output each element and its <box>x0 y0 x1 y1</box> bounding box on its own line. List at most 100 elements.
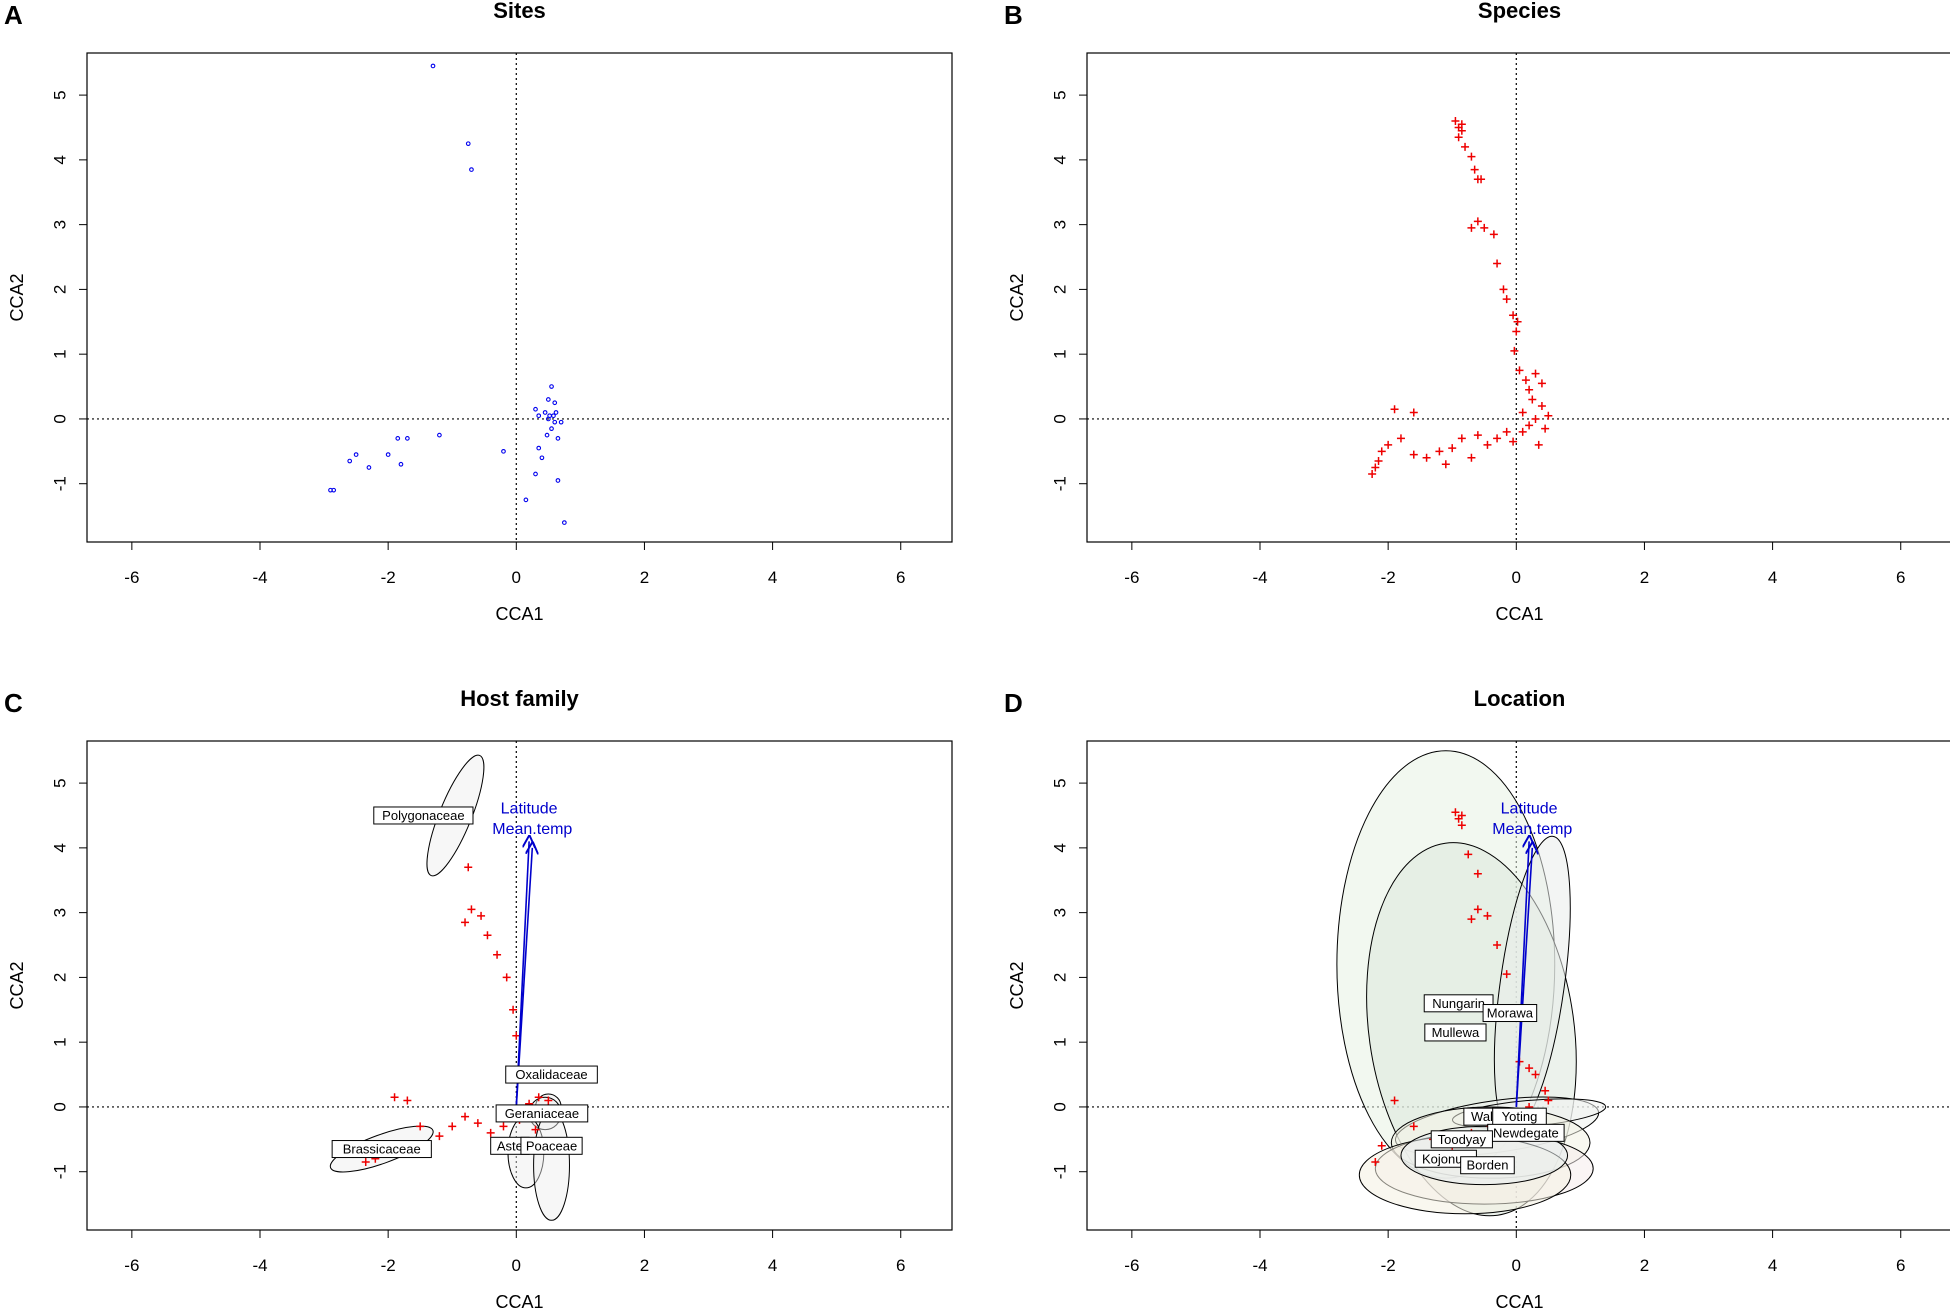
panel-d-point <box>1377 1141 1386 1150</box>
panel-b-point <box>1396 434 1405 443</box>
panel-c-x-axis-label: CCA1 <box>495 1292 543 1312</box>
panel-a-point <box>552 419 558 425</box>
panel-d-point <box>1390 1096 1399 1105</box>
panel-c-points <box>361 863 553 1166</box>
panel-c-point <box>499 1122 508 1131</box>
panel-c-plot-frame <box>86 740 953 1231</box>
panel-b-letter: B <box>1004 0 1023 30</box>
panel-c-y-tick-label: 2 <box>50 973 69 982</box>
panel-a-x-tick-label: 2 <box>640 568 649 587</box>
panel-b-title: Species <box>1478 0 1561 23</box>
panel-a-point <box>562 520 567 525</box>
panel-c-vectors: Latitude Mean.temp <box>492 800 572 1107</box>
panel-c-y-tick-label: 0 <box>50 1102 69 1111</box>
panel-c-vector-label-mean-temp: Mean.temp <box>492 821 572 838</box>
panel-d-y-tick-label: 5 <box>1050 778 1069 787</box>
panel-b-point <box>1470 165 1479 174</box>
panel-a-point <box>469 167 474 172</box>
panel-b-point <box>1457 126 1466 135</box>
panel-c-y-tick-label: 1 <box>50 1037 69 1046</box>
panel-d-point <box>1541 1086 1550 1095</box>
panel-b-point <box>1371 463 1380 472</box>
panel-b-point <box>1377 447 1386 456</box>
panel-c-point <box>467 905 476 914</box>
panel-b-point <box>1477 175 1486 184</box>
panel-d-group-label-box <box>1460 1156 1515 1175</box>
panel-d-x-tick-label: 0 <box>1512 1256 1521 1275</box>
panel-c-point <box>544 1096 553 1105</box>
panel-b-point <box>1461 142 1470 151</box>
panel-a-point <box>555 436 561 441</box>
panel-b-x-tick-label: 0 <box>1512 568 1521 587</box>
panel-c-y-tick-label: 3 <box>50 908 69 917</box>
panel-b-species: B Species -6 -4 -2 0 2 4 6 -1 0 1 2 3 4 5 CCA1 CCA2 <box>1004 0 1950 624</box>
panel-d-x-tick-label: 6 <box>1896 1256 1905 1275</box>
panel-d-group-label-newdegate: Newdegate <box>1493 1125 1559 1140</box>
panel-a-y-tick-label: 4 <box>50 155 69 164</box>
panel-b-point <box>1531 369 1540 378</box>
panel-a-point <box>395 436 401 441</box>
panel-a-point <box>501 448 506 454</box>
panel-c-group-label-poaceae: Poaceae <box>526 1138 577 1153</box>
panel-c-group-label-box <box>520 1136 583 1155</box>
panel-c-point <box>483 931 492 940</box>
panel-b-y-tick-label: 1 <box>1050 349 1069 358</box>
panel-c-group-labels: Polygonaceae Brassicaceae Oxalidaceae Geran… <box>331 806 598 1159</box>
panel-b-point <box>1451 117 1460 126</box>
panel-b-point <box>1480 223 1489 232</box>
panel-d-group-label-box <box>1482 1004 1538 1023</box>
panel-b-point <box>1513 317 1522 326</box>
panel-c-point <box>509 1005 518 1014</box>
panel-b-point <box>1473 217 1482 226</box>
panel-a-point <box>552 400 558 406</box>
panel-d-y-tick-label: 1 <box>1050 1037 1069 1046</box>
panel-c-group-label-box <box>373 806 474 825</box>
panel-b-y-tick-label: 4 <box>1050 155 1069 164</box>
panel-c-x-tick-label: 6 <box>896 1256 905 1275</box>
panel-a-point <box>405 436 410 441</box>
panel-b-point <box>1374 457 1383 466</box>
panel-b-x-tick-label: 2 <box>1640 568 1649 587</box>
panel-c-x-tick-label: 2 <box>640 1256 649 1275</box>
panel-d-point <box>1525 1064 1534 1073</box>
panel-b-point <box>1502 295 1511 304</box>
panel-d-point <box>1457 811 1466 820</box>
panel-c-vector-label-latitude: Latitude <box>501 800 558 817</box>
panel-a-point <box>533 406 538 412</box>
panel-c-vector-arrow-mean-temp <box>515 848 532 1107</box>
panel-a-point <box>366 465 372 470</box>
panel-b-point <box>1512 327 1521 336</box>
panel-d-point <box>1409 1122 1418 1131</box>
panel-d-point <box>1473 905 1482 914</box>
panel-b-point <box>1409 408 1418 417</box>
panel-c-x-tick-label: -2 <box>381 1256 396 1275</box>
panel-d-vector-arrow-mean-temp <box>1515 848 1532 1107</box>
panel-c-x-tick-label: -4 <box>252 1256 267 1275</box>
panel-c-group-label-oxalidaceae: Oxalidaceae <box>515 1067 587 1082</box>
panel-c-point <box>461 918 470 927</box>
panel-b-x-tick-label: -4 <box>1252 568 1267 587</box>
panel-b-point <box>1390 405 1399 414</box>
panel-d-group-label-borden: Borden <box>1467 1158 1509 1173</box>
panel-c-x-tick-label: 4 <box>768 1256 777 1275</box>
panel-a-point <box>539 455 545 461</box>
panel-d-group-label-kojonup: Kojonup <box>1422 1151 1470 1166</box>
panel-b-point <box>1493 259 1502 268</box>
panel-d-y-tick-label: 2 <box>1050 973 1069 982</box>
panel-c-point <box>416 1122 425 1131</box>
panel-d-y-axis-label: CCA2 <box>1007 961 1027 1009</box>
panel-c-group-label-box <box>495 1104 589 1123</box>
panel-b-point <box>1448 444 1457 453</box>
panel-d-x-tick-label: 2 <box>1640 1256 1649 1275</box>
panel-a-y-tick-label: 1 <box>50 349 69 358</box>
panel-b-point <box>1515 366 1524 375</box>
panel-d-group-label-box <box>1424 1023 1487 1042</box>
panel-b-point <box>1502 427 1511 436</box>
panel-d-location: D Location -6 -4 -2 0 2 4 6 -1 0 1 2 3 4 5 Latitude Me… <box>1004 686 1950 1312</box>
panel-c-reference-lines <box>87 741 952 1230</box>
panel-d-point <box>1464 850 1473 859</box>
panel-c-point <box>531 1125 540 1134</box>
panel-a-x-tick-label: -4 <box>252 568 267 587</box>
panel-c-point <box>403 1096 412 1105</box>
panel-a-x-tick-label: -2 <box>381 568 396 587</box>
